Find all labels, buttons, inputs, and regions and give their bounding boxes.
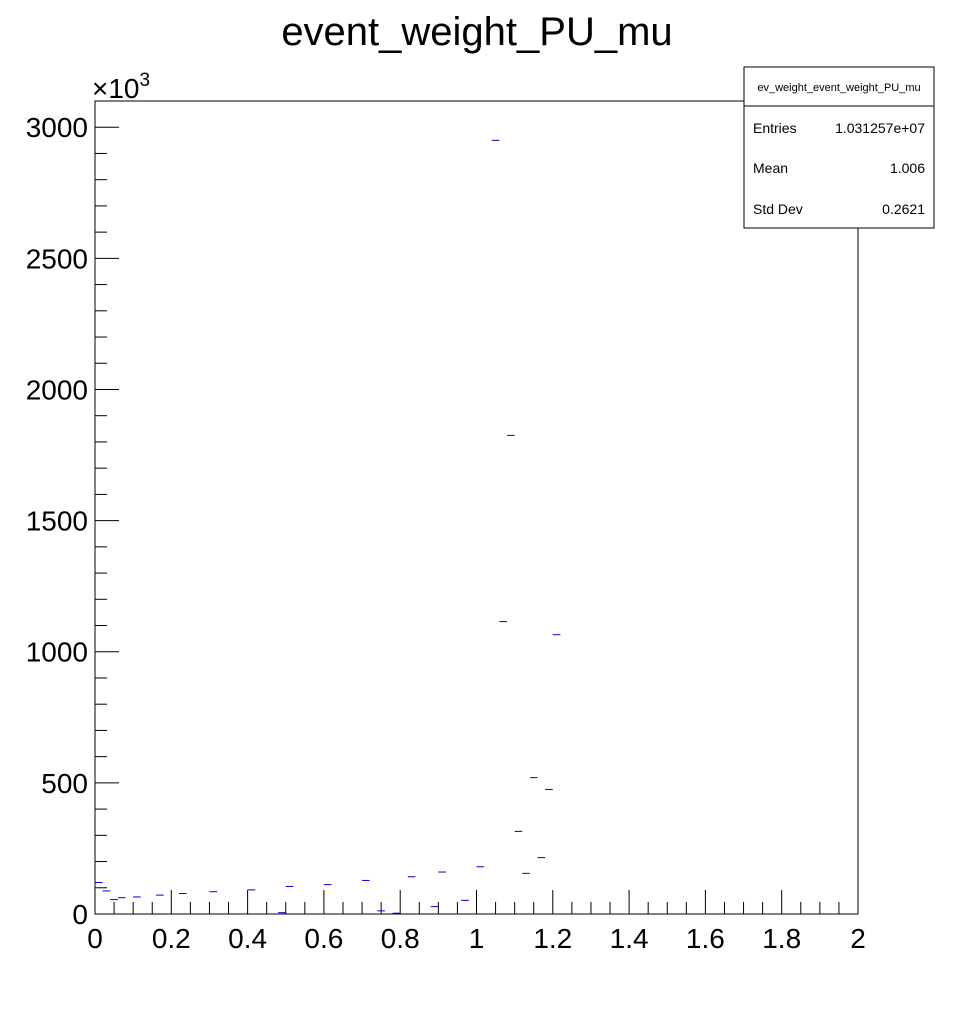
x-axis: 0 0.2 0.4 0.6 0.8 1 1.2 1.4 1.6 1.8 2 <box>87 890 866 954</box>
stats-mean-value: 1.006 <box>890 160 925 176</box>
y-tick-label: 0 <box>72 899 88 930</box>
x-tick-label: 0.2 <box>152 923 191 954</box>
stats-box-title: ev_weight_event_weight_PU_mu <box>757 82 920 94</box>
stats-box: ev_weight_event_weight_PU_mu Entries 1.0… <box>743 66 935 229</box>
y-tick-label: 1000 <box>26 637 88 668</box>
chart-title: event_weight_PU_mu <box>281 10 672 54</box>
x-tick-label: 2 <box>850 923 866 954</box>
x-tick-label: 1.8 <box>762 923 801 954</box>
y-tick-label: 3000 <box>26 112 88 143</box>
x-tick-label: 0.6 <box>304 923 343 954</box>
stats-stddev-label: Std Dev <box>753 201 803 217</box>
x-tick-label: 1.4 <box>610 923 649 954</box>
y-multiplier-label: ×103 <box>92 70 150 104</box>
y-tick-label: 1500 <box>26 506 88 537</box>
x-tick-label: 1.2 <box>533 923 572 954</box>
stats-mean-label: Mean <box>753 160 788 176</box>
stats-box-frame <box>743 66 935 229</box>
y-tick-label: 2000 <box>26 374 88 405</box>
x-tick-label: 0 <box>87 923 103 954</box>
stats-stddev-value: 0.2621 <box>882 201 925 217</box>
y-multiplier-exponent: 3 <box>140 70 151 91</box>
stats-entries-label: Entries <box>753 120 797 136</box>
y-multiplier-base: ×10 <box>92 73 140 104</box>
x-tick-label: 0.4 <box>228 923 267 954</box>
x-tick-label: 1 <box>469 923 485 954</box>
data-points <box>95 139 561 914</box>
x-tick-label: 1.6 <box>686 923 725 954</box>
x-tick-label: 0.8 <box>381 923 420 954</box>
y-tick-label: 2500 <box>26 243 88 274</box>
stats-entries-value: 1.031257e+07 <box>835 120 925 136</box>
y-tick-label: 500 <box>41 768 88 799</box>
y-axis: 0 500 1000 1500 2000 2500 3000 <box>26 100 119 930</box>
